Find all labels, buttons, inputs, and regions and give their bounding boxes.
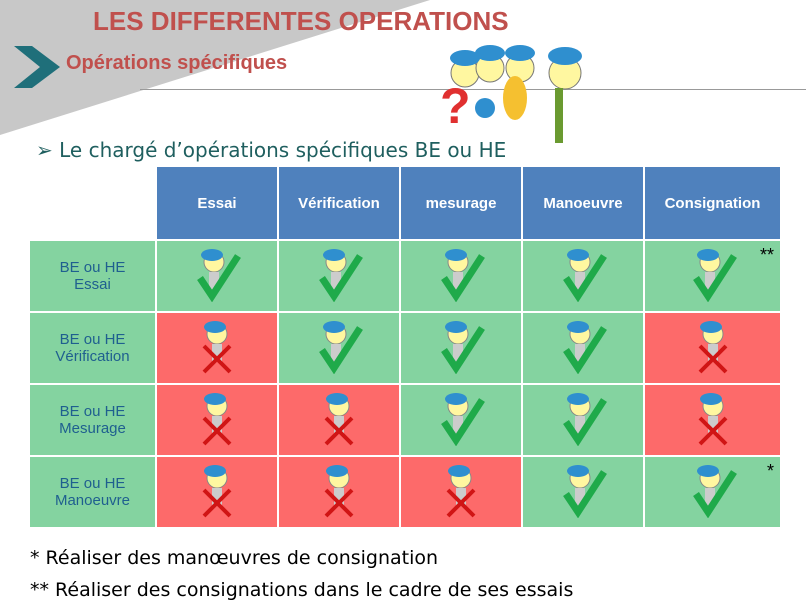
col-consignation: Consignation bbox=[643, 165, 782, 241]
col-verification: Vérification bbox=[277, 165, 401, 241]
row-label-line: BE ou HE bbox=[59, 259, 126, 276]
col-manoeuvre: Manoeuvre bbox=[521, 165, 645, 241]
check-mascot-icon bbox=[688, 464, 738, 522]
footnote-double-star: ** Réaliser des consignations dans le ca… bbox=[30, 579, 574, 601]
row-label-line: Essai bbox=[74, 276, 111, 293]
row-label-line: BE ou HE bbox=[59, 403, 126, 420]
allowed-cell bbox=[277, 311, 401, 385]
allowed-cell bbox=[521, 239, 645, 313]
row-label-line: Manoeuvre bbox=[54, 492, 131, 509]
allowed-cell bbox=[521, 455, 645, 529]
allowed-cell bbox=[399, 383, 523, 457]
row-label: BE ou HE Mesurage bbox=[28, 383, 157, 457]
check-mascot-icon bbox=[558, 464, 608, 522]
cross-mascot-icon bbox=[688, 392, 738, 450]
mascots-illustration-icon: ? bbox=[440, 45, 582, 143]
row-label: BE ou HE Manoeuvre bbox=[28, 455, 157, 529]
footnote-marker: * bbox=[766, 461, 774, 481]
cross-mascot-icon bbox=[192, 392, 242, 450]
allowed-cell bbox=[399, 311, 523, 385]
decorative-corner bbox=[0, 0, 430, 135]
allowed-cell bbox=[277, 239, 401, 313]
forbidden-cell bbox=[399, 455, 523, 529]
allowed-cell bbox=[521, 383, 645, 457]
forbidden-cell bbox=[277, 455, 401, 529]
allowed-cell: ** bbox=[643, 239, 782, 313]
row-label-line: Mesurage bbox=[59, 420, 126, 437]
footnote-marker: ** bbox=[759, 245, 774, 265]
forbidden-cell bbox=[155, 383, 279, 457]
footnotes: * Réaliser des manœuvres de consignation… bbox=[30, 542, 573, 606]
forbidden-cell bbox=[643, 311, 782, 385]
operations-matrix: Essai Vérification mesurage Manoeuvre Co… bbox=[28, 165, 782, 529]
footnote-single-star: * Réaliser des manœuvres de consignation bbox=[30, 547, 439, 569]
bullet-heading: ➢ Le chargé d’opérations spécifiques BE … bbox=[36, 138, 507, 162]
allowed-cell bbox=[155, 239, 279, 313]
check-mascot-icon bbox=[436, 248, 486, 306]
check-mascot-icon bbox=[436, 320, 486, 378]
forbidden-cell bbox=[643, 383, 782, 457]
row-label-line: BE ou HE bbox=[59, 475, 126, 492]
table-row: BE ou HE Vérification bbox=[28, 311, 782, 385]
divider bbox=[140, 89, 806, 90]
svg-text:?: ? bbox=[440, 78, 471, 134]
forbidden-cell bbox=[155, 311, 279, 385]
check-mascot-icon bbox=[558, 248, 608, 306]
chevron-logo-icon bbox=[14, 46, 60, 88]
allowed-cell bbox=[521, 311, 645, 385]
allowed-cell: * bbox=[643, 455, 782, 529]
col-mesurage: mesurage bbox=[399, 165, 523, 241]
col-essai: Essai bbox=[155, 165, 279, 241]
check-mascot-icon bbox=[192, 248, 242, 306]
check-mascot-icon bbox=[558, 392, 608, 450]
cross-mascot-icon bbox=[192, 320, 242, 378]
cross-mascot-icon bbox=[314, 392, 364, 450]
row-label-line: Vérification bbox=[55, 348, 130, 365]
slide-title: LES DIFFERENTES OPERATIONS bbox=[93, 6, 509, 36]
check-mascot-icon bbox=[688, 248, 738, 306]
allowed-cell bbox=[399, 239, 523, 313]
table-row: BE ou HE Manoeuvre * bbox=[28, 455, 782, 529]
cross-mascot-icon bbox=[436, 464, 486, 522]
slide-subtitle: Opérations spécifiques bbox=[66, 52, 288, 74]
forbidden-cell bbox=[277, 383, 401, 457]
row-label: BE ou HE Essai bbox=[28, 239, 157, 313]
cross-mascot-icon bbox=[192, 464, 242, 522]
table-row: BE ou HE Essai ** bbox=[28, 239, 782, 313]
cross-mascot-icon bbox=[688, 320, 738, 378]
row-label-line: BE ou HE bbox=[59, 331, 126, 348]
cross-mascot-icon bbox=[314, 464, 364, 522]
row-label: BE ou HE Vérification bbox=[28, 311, 157, 385]
check-mascot-icon bbox=[314, 248, 364, 306]
check-mascot-icon bbox=[436, 392, 486, 450]
corner-cell bbox=[28, 165, 157, 241]
check-mascot-icon bbox=[558, 320, 608, 378]
table-row: BE ou HE Mesurage bbox=[28, 383, 782, 457]
forbidden-cell bbox=[155, 455, 279, 529]
check-mascot-icon bbox=[314, 320, 364, 378]
